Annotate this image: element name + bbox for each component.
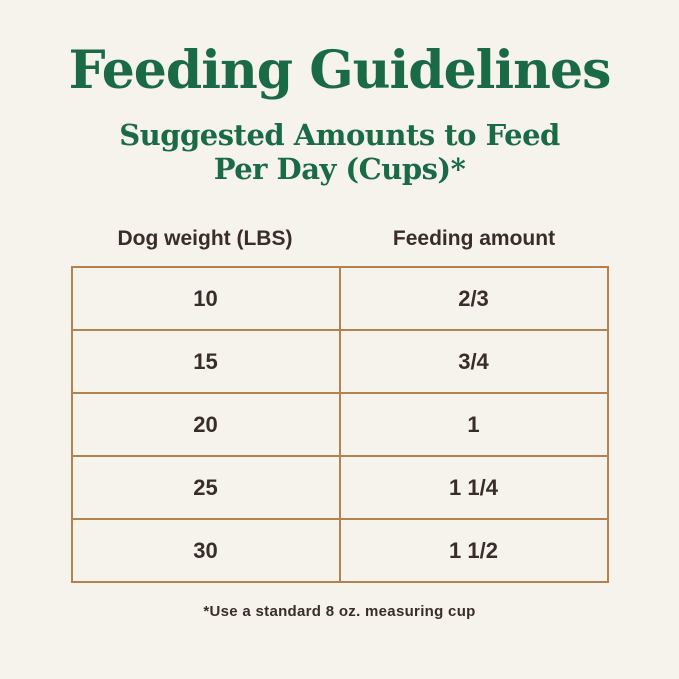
table-row: 20 1 xyxy=(72,394,607,457)
feeding-amount-cell: 1 1/2 xyxy=(449,537,498,563)
dog-weight-cell: 10 xyxy=(73,268,341,329)
feeding-amount-cell: 2/3 xyxy=(458,285,489,311)
page-title: Feeding Guidelines xyxy=(68,40,612,101)
subtitle-line-2: Per Day (Cups)* xyxy=(213,152,466,186)
dog-weight-cell: 25 xyxy=(73,457,341,518)
subtitle-line-1: Suggested Amounts to Feed xyxy=(119,118,560,152)
table-header-row: Dog weight (LBS) Feeding amount xyxy=(71,226,609,252)
feeding-amount-cell: 1 1/4 xyxy=(449,474,498,500)
table-row: 10 2/3 xyxy=(72,268,607,331)
column-header-feeding-amount: Feeding amount xyxy=(392,227,556,250)
feeding-amount-cell: 3/4 xyxy=(458,348,489,374)
table-row: 15 3/4 xyxy=(72,331,607,394)
footnote: *Use a standard 8 oz. measuring cup xyxy=(203,603,476,620)
page-subtitle: Suggested Amounts to Feed Per Day (Cups)… xyxy=(0,118,679,186)
dog-weight-cell: 20 xyxy=(73,394,341,455)
feeding-table: Dog weight (LBS) Feeding amount 10 2/3 1… xyxy=(70,226,609,583)
table-row: 25 1 1/4 xyxy=(72,457,607,520)
table-body: 10 2/3 15 3/4 20 1 25 1 1/4 30 1 1/2 xyxy=(70,266,609,583)
dog-weight-cell: 15 xyxy=(73,331,341,392)
table-row: 30 1 1/2 xyxy=(73,520,607,581)
feeding-amount-cell: 1 xyxy=(467,411,480,437)
dog-weight-cell: 30 xyxy=(73,520,341,581)
column-header-dog-weight: Dog weight (LBS) xyxy=(117,227,293,250)
